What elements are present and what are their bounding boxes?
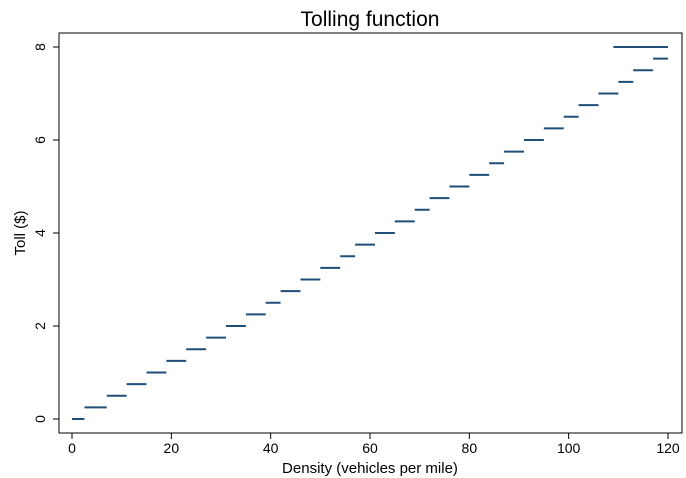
x-tick-label: 20 <box>164 440 180 456</box>
y-axis: 0 2 4 6 8 <box>32 43 59 423</box>
toll-steps <box>72 46 668 420</box>
y-tick-label: 8 <box>32 43 48 51</box>
y-tick-label: 0 <box>32 415 48 423</box>
x-tick-label: 60 <box>362 440 378 456</box>
x-tick-label: 120 <box>656 440 680 456</box>
x-tick-label: 40 <box>263 440 279 456</box>
x-tick-label: 0 <box>68 440 76 456</box>
y-axis-label: Toll ($) <box>12 210 29 255</box>
x-axis: 0 20 40 60 80 100 120 <box>68 433 680 456</box>
x-axis-label: Density (vehicles per mile) <box>282 460 458 477</box>
x-tick-label: 80 <box>462 440 478 456</box>
chart-title: Tolling function <box>301 8 440 31</box>
x-tick-label: 100 <box>557 440 581 456</box>
y-tick-label: 4 <box>32 229 48 237</box>
y-tick-label: 6 <box>32 136 48 144</box>
y-tick-label: 2 <box>32 322 48 330</box>
